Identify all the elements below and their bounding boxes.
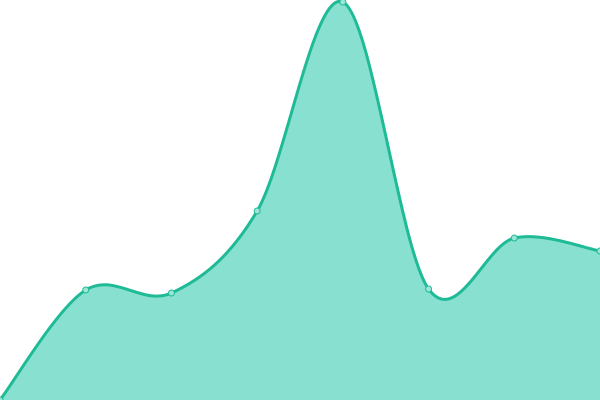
data-point-7 <box>596 247 600 255</box>
data-point-0 <box>0 396 4 400</box>
data-point-3 <box>253 207 261 215</box>
data-point-6 <box>510 234 518 242</box>
data-point-5 <box>425 285 433 293</box>
data-point-4 <box>339 0 347 6</box>
data-point-1 <box>82 286 90 294</box>
data-point-2 <box>167 289 175 297</box>
